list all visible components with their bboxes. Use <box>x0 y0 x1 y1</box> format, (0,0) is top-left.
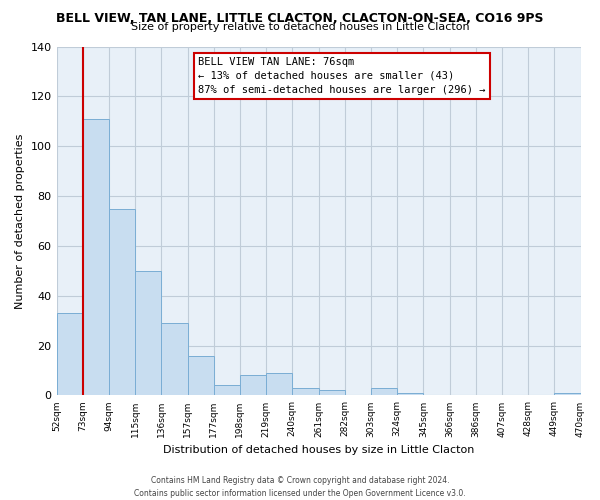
Bar <box>240 376 266 396</box>
Bar <box>266 373 292 396</box>
Text: Contains HM Land Registry data © Crown copyright and database right 2024.
Contai: Contains HM Land Registry data © Crown c… <box>134 476 466 498</box>
Bar <box>397 393 424 396</box>
Bar <box>554 393 581 396</box>
Bar <box>214 386 240 396</box>
Bar <box>371 388 397 396</box>
Bar <box>56 313 83 396</box>
X-axis label: Distribution of detached houses by size in Little Clacton: Distribution of detached houses by size … <box>163 445 474 455</box>
Bar <box>292 388 319 396</box>
Bar <box>83 119 109 396</box>
Bar <box>319 390 345 396</box>
Bar <box>135 271 161 396</box>
Y-axis label: Number of detached properties: Number of detached properties <box>15 134 25 308</box>
Text: Size of property relative to detached houses in Little Clacton: Size of property relative to detached ho… <box>131 22 469 32</box>
Text: BELL VIEW TAN LANE: 76sqm
← 13% of detached houses are smaller (43)
87% of semi-: BELL VIEW TAN LANE: 76sqm ← 13% of detac… <box>198 57 485 95</box>
Bar <box>109 208 135 396</box>
Bar <box>161 323 188 396</box>
Bar <box>188 356 214 396</box>
Text: BELL VIEW, TAN LANE, LITTLE CLACTON, CLACTON-ON-SEA, CO16 9PS: BELL VIEW, TAN LANE, LITTLE CLACTON, CLA… <box>56 12 544 26</box>
